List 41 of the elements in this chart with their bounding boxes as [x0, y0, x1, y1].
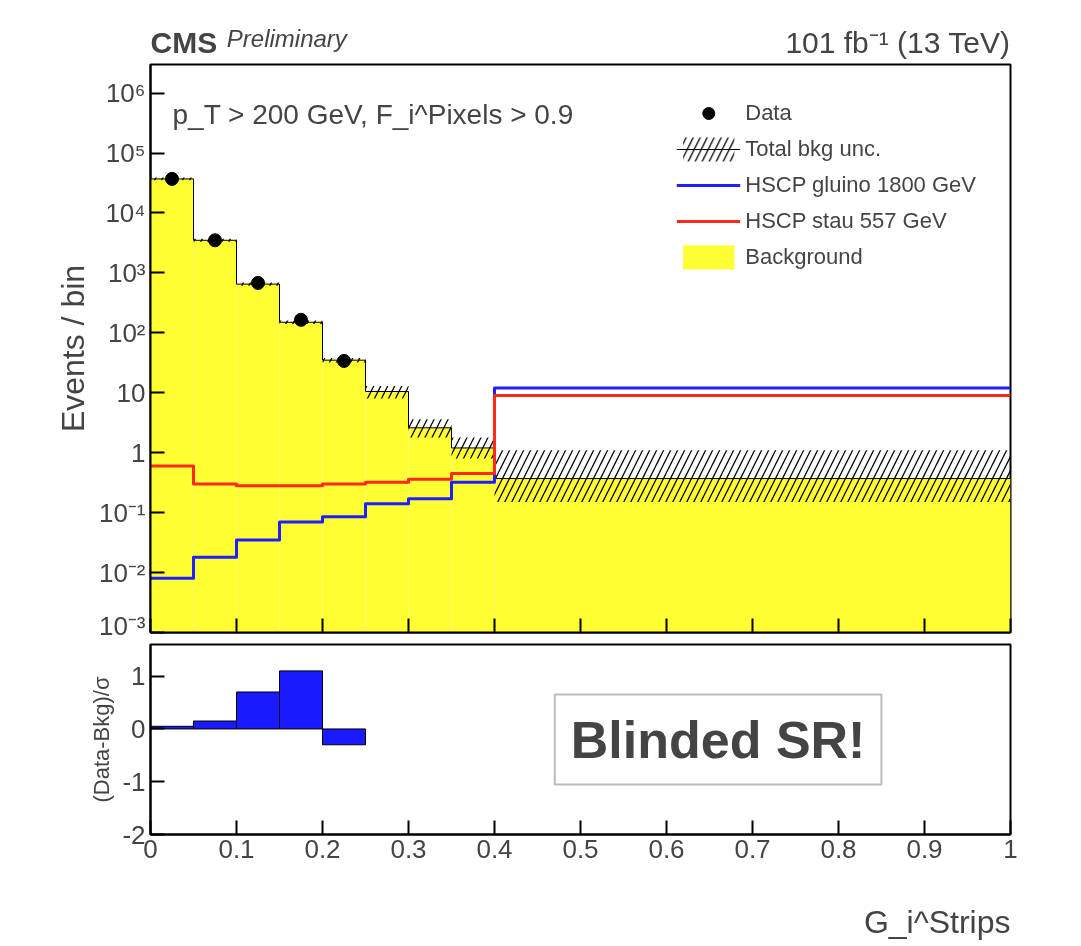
- y-tick-label: 10⁴: [105, 197, 146, 228]
- annotation: p_T > 200 GeV, F_i^Pixels > 0.9: [172, 99, 574, 130]
- x-tick-label: 0.4: [476, 833, 513, 864]
- text: 101 fb⁻¹ (13 TeV): [785, 26, 1010, 59]
- x-tick-label: 0.3: [390, 833, 427, 864]
- point: [251, 275, 265, 290]
- y-tick-label: 0: [131, 713, 146, 744]
- x-tick-label: 0.1: [218, 833, 255, 864]
- y-tick-label: 10²: [107, 317, 146, 348]
- point: [208, 233, 222, 248]
- chart-title: CMS: [150, 26, 218, 59]
- point: [165, 171, 179, 186]
- y-tick-label: 10⁻¹: [98, 497, 146, 528]
- x-tick-label: 0.2: [304, 833, 341, 864]
- y-tick-label: 10⁶: [105, 78, 146, 109]
- legend-label: Total bkg unc.: [745, 136, 881, 162]
- point: [337, 353, 351, 368]
- legend-label: HSCP gluino 1800 GeV: [745, 172, 976, 198]
- legend-label: Data: [745, 100, 792, 126]
- y-tick-label: 1: [131, 437, 146, 468]
- x-tick-label: 0.6: [648, 833, 685, 864]
- x-tick-label: 1: [1003, 833, 1018, 864]
- x-tick-label: 0.9: [906, 833, 943, 864]
- x-axis-title: G_i^Strips: [863, 903, 1011, 940]
- y-tick-label: 10⁻³: [98, 610, 146, 641]
- point: [294, 312, 308, 327]
- y-tick-label: 10³: [107, 257, 146, 288]
- y-tick-label: 10⁵: [105, 138, 146, 169]
- x-tick-label: 0.5: [562, 833, 599, 864]
- legend-label: Background: [745, 244, 863, 270]
- y-tick-label: 10: [116, 377, 146, 408]
- y-tick-label: 1: [131, 661, 146, 692]
- chart-subtitle: Preliminary: [226, 25, 349, 52]
- x-tick-label: 0.8: [820, 833, 857, 864]
- y-tick-label: 10⁻²: [98, 557, 146, 588]
- legend-label: HSCP stau 557 GeV: [745, 208, 947, 234]
- x-tick-label: 0.7: [734, 833, 771, 864]
- y-axis-title: Events / bin: [54, 264, 91, 433]
- y-axis-title: (Data-Bkg)/σ: [89, 676, 115, 803]
- annotation: Blinded SR!: [570, 710, 866, 769]
- y-tick-label: -1: [122, 766, 146, 797]
